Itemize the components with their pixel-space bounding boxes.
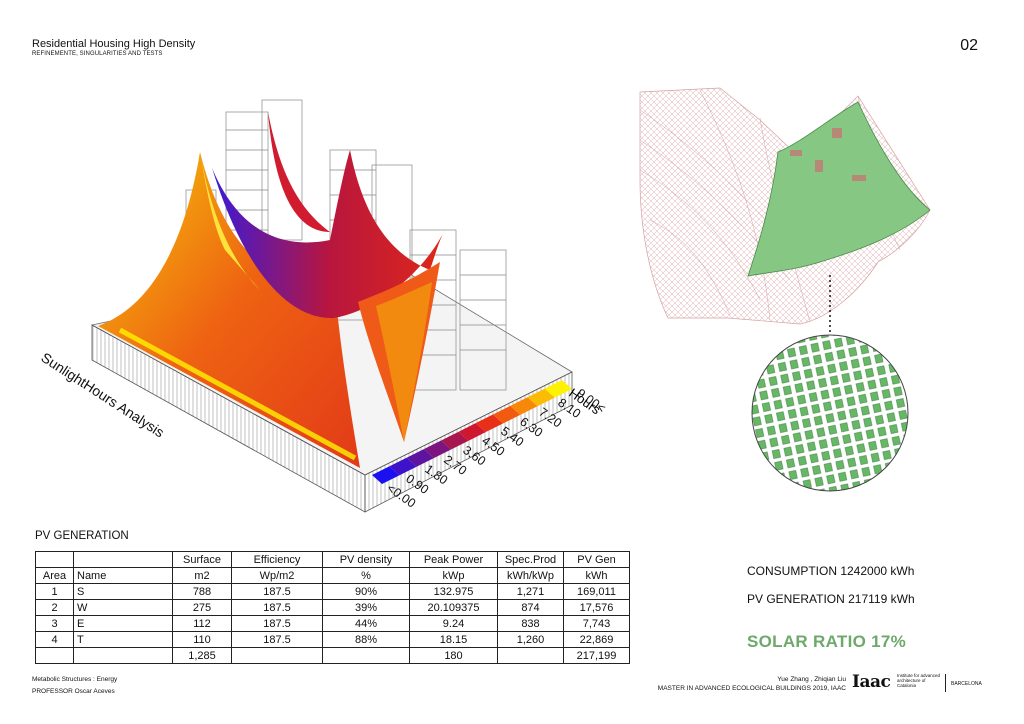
legend-swatch (475, 414, 503, 433)
table-cell: 88% (322, 631, 410, 648)
table-cell: % (322, 567, 410, 584)
table-row: 3 E 112 187.5 44% 9.24 838 7,743 (35, 615, 630, 632)
legend-swatch (458, 423, 486, 441)
table-cell: kWh (563, 567, 630, 584)
table-cell (231, 647, 323, 664)
pv-generation-text: PV GENERATION 217119 kWh (747, 592, 915, 606)
table-cell: kWh/kWp (497, 567, 564, 584)
legend-swatch (527, 388, 555, 407)
table-cell: 1,285 (172, 647, 232, 664)
table-cell: S (73, 583, 173, 600)
table-cell: 187.5 (231, 599, 323, 616)
table-cell: 112 (172, 615, 232, 632)
table-cell: 169,011 (563, 583, 630, 600)
logo-subtext: Institute for advanced architecture of C… (897, 673, 941, 688)
table-cell: Efficiency (231, 551, 323, 568)
footer-program: MASTER IN ADVANCED ECOLOGICAL BUILDINGS … (657, 685, 846, 692)
table-cell: 3 (35, 615, 74, 632)
table-cell: E (73, 615, 173, 632)
table-cell: W (73, 599, 173, 616)
consumption-text: CONSUMPTION 1242000 kWh (747, 564, 915, 578)
legend-swatch (406, 449, 434, 467)
table-cell: Peak Power (409, 551, 498, 568)
legend-swatch (544, 380, 572, 398)
table-cell: Surface (172, 551, 232, 568)
logo-divider (945, 674, 946, 692)
table-cell: PV Gen (563, 551, 630, 568)
table-cell: 874 (497, 599, 564, 616)
footer-authors: Yue Zhang , Zhiqian Liu (777, 676, 846, 683)
table-cell: 22,869 (563, 631, 630, 648)
table-cell: T (73, 631, 173, 648)
legend-swatch (441, 431, 469, 450)
table-row: 4 T 110 187.5 88% 18.15 1,260 22,869 (35, 631, 630, 648)
table-cell: Spec.Prod (497, 551, 564, 568)
pv-heading: PV GENERATION (35, 530, 129, 542)
table-cell: 7,743 (563, 615, 630, 632)
page-title: Residential Housing High Density (32, 38, 196, 50)
legend-swatch (389, 457, 417, 476)
table-cell (35, 647, 74, 664)
table-cell: 4 (35, 631, 74, 648)
table-cell: 20.109375 (409, 599, 498, 616)
table-cell: 132.975 (409, 583, 498, 600)
table-cell: 1 (35, 583, 74, 600)
table-cell: 838 (497, 615, 564, 632)
footer-professor: PROFESSOR Oscar Aceves (32, 688, 115, 695)
iaac-logo: Iaac (852, 672, 891, 692)
table-row: 2 W 275 187.5 39% 20.109375 874 17,576 (35, 599, 630, 616)
legend-swatch (492, 405, 521, 424)
table-cell: 275 (172, 599, 232, 616)
table-cell: 1,271 (497, 583, 564, 600)
table-header-row: Surface Efficiency PV density Peak Power… (35, 551, 630, 568)
legend-swatch (423, 440, 452, 459)
legend-swatch (372, 466, 400, 484)
table-cell: 17,576 (563, 599, 630, 616)
table-cell: kWp (409, 567, 498, 584)
solar-ratio-text: SOLAR RATIO 17% (747, 632, 907, 651)
table-cell: m2 (172, 567, 232, 584)
table-cell: 187.5 (231, 631, 323, 648)
table-cell: 44% (322, 615, 410, 632)
table-row: 1 S 788 187.5 90% 132.975 1,271 169,011 (35, 583, 630, 600)
pv-table: Surface Efficiency PV density Peak Power… (35, 551, 630, 664)
legend-swatch (510, 397, 538, 415)
table-cell: Wp/m2 (231, 567, 323, 584)
table-cell: Area (35, 567, 74, 584)
table-cell: 90% (322, 583, 410, 600)
table-cell: 217,199 (563, 647, 630, 664)
table-cell: 9.24 (409, 615, 498, 632)
logo-city: BARCELONA (951, 681, 982, 687)
page-number: 02 (960, 37, 978, 54)
table-cell: 2 (35, 599, 74, 616)
pv-mesh-model (639, 87, 931, 492)
footer-course: Metabolic Structures : Energy (32, 676, 118, 683)
table-units-row: Area Name m2 Wp/m2 % kWp kWh/kWp kWh (35, 567, 630, 584)
table-cell (497, 647, 564, 664)
table-cell: 110 (172, 631, 232, 648)
table-cell (322, 647, 410, 664)
table-cell (73, 551, 173, 568)
table-totals-row: 1,285 180 217,199 (35, 647, 630, 664)
table-cell: Name (73, 567, 173, 584)
table-cell (35, 551, 74, 568)
table-cell (73, 647, 173, 664)
table-cell: 180 (409, 647, 498, 664)
table-cell: PV density (322, 551, 410, 568)
table-cell: 187.5 (231, 583, 323, 600)
table-cell: 39% (322, 599, 410, 616)
table-cell: 187.5 (231, 615, 323, 632)
page-subtitle: REFINEMENTE, SINGULARITIES AND TESTS (32, 51, 163, 57)
table-cell: 788 (172, 583, 232, 600)
table-cell: 18.15 (409, 631, 498, 648)
table-cell: 1,260 (497, 631, 564, 648)
